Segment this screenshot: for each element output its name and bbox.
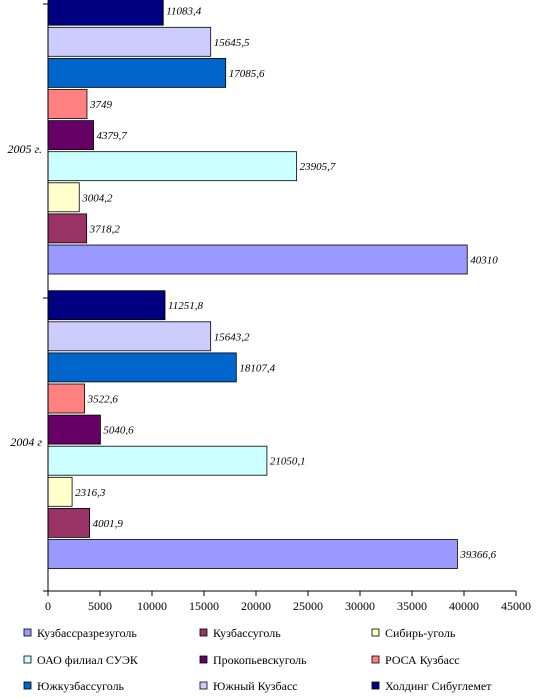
- category-label: 2005 г.: [7, 142, 42, 156]
- plot-area: 39366,6 4001,9 2316,3 21050,1 5040,6 3522,6 18…: [7, 0, 531, 613]
- x-tick-label: 5000: [88, 599, 112, 613]
- legend-swatch: [371, 628, 380, 637]
- data-label: 15643,2: [214, 331, 250, 343]
- legend-label: ОАО филиал СУЭК: [37, 653, 139, 667]
- bar: [47, 213, 88, 244]
- data-label: 11083,4: [166, 6, 201, 18]
- data-label: 3749: [89, 99, 113, 111]
- data-label: 23905,7: [300, 161, 336, 173]
- legend-swatch: [199, 628, 208, 637]
- x-tick-label: 45000: [501, 599, 531, 613]
- data-label: 4379,7: [97, 130, 128, 142]
- legend-swatch: [23, 655, 32, 664]
- legend-label: Сибирь-уголь: [385, 626, 456, 640]
- legend-label: Южный Кузбасс: [213, 679, 298, 693]
- bar: [47, 182, 80, 213]
- legend-label: РОСА Кузбасс: [385, 653, 460, 667]
- x-tick-label: 30000: [345, 599, 375, 613]
- data-label: 21050,1: [270, 456, 306, 468]
- data-label: 39366,6: [459, 549, 496, 561]
- data-label: 11251,8: [168, 300, 203, 312]
- legend-swatch: [23, 681, 32, 690]
- legend: Кузбассразрезуголь Кузбассуголь Сибирь-уго…: [23, 626, 492, 693]
- category-label: 2004 г: [10, 435, 42, 449]
- bar: [47, 414, 101, 445]
- legend-swatch: [199, 681, 208, 690]
- x-tick-label: 35000: [397, 599, 427, 613]
- legend-label: Южкузбассуголь: [37, 679, 125, 693]
- legend-swatch: [23, 628, 32, 637]
- bar: [47, 0, 164, 26]
- bar: [47, 476, 73, 507]
- x-tick-label: 20000: [241, 599, 271, 613]
- legend-swatch: [371, 655, 380, 664]
- bar: [47, 321, 212, 352]
- bar: [47, 120, 94, 150]
- data-label: 15645,5: [214, 37, 250, 49]
- data-label: 2316,3: [75, 487, 106, 499]
- legend-swatch: [199, 655, 208, 664]
- bar: [47, 244, 468, 275]
- x-tick-label: 10000: [137, 599, 167, 613]
- bar: [47, 89, 88, 119]
- data-label: 40310: [470, 255, 498, 267]
- legend-label: Кузбассразрезуголь: [37, 626, 137, 640]
- legend-label: Холдинг Сибуглемет: [385, 679, 492, 693]
- data-label: 17085,6: [229, 68, 265, 80]
- data-label: 5040,6: [103, 425, 134, 437]
- legend-label: Прокопьевскуголь: [213, 653, 307, 667]
- data-label: 3522,6: [87, 394, 119, 406]
- bar: [47, 58, 227, 88]
- x-tick-label: 40000: [449, 599, 479, 613]
- legend-label: Кузбассуголь: [213, 626, 281, 640]
- bar: [47, 26, 212, 57]
- data-label: 18107,4: [239, 362, 275, 374]
- bar: [47, 290, 166, 321]
- x-tick-label: 25000: [293, 599, 323, 613]
- bar: [47, 151, 298, 182]
- bar: [47, 507, 91, 538]
- bar: [47, 383, 86, 414]
- x-tick-label: 0: [45, 599, 51, 613]
- bar: [47, 445, 268, 476]
- data-label: 3718,2: [89, 223, 121, 235]
- data-label: 4001,9: [93, 518, 124, 530]
- legend-swatch: [371, 681, 380, 690]
- bar: [47, 352, 237, 383]
- bar: [47, 539, 458, 569]
- data-label: 3004,2: [81, 192, 113, 204]
- x-tick-label: 15000: [189, 599, 219, 613]
